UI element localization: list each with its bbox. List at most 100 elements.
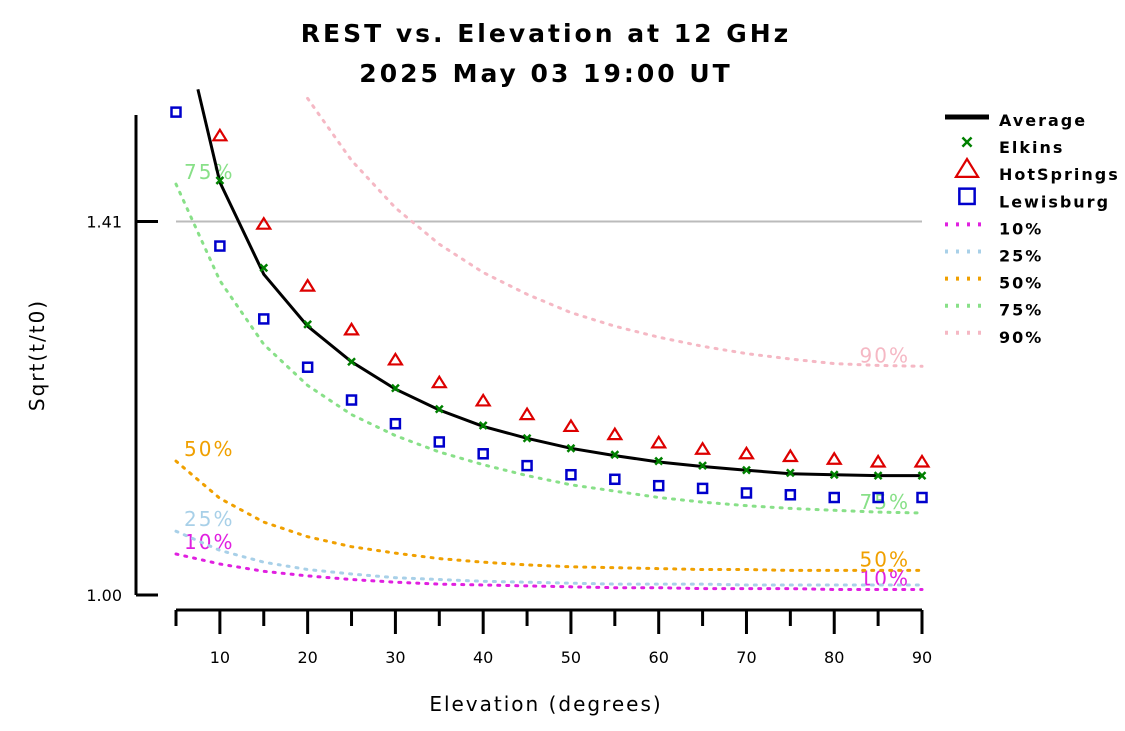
lewisburg-point bbox=[872, 491, 884, 504]
percentile-label-left: 50% bbox=[184, 437, 234, 461]
chart-subtitle: 2025 May 03 19:00 UT bbox=[359, 59, 732, 88]
lewisburg-point bbox=[433, 436, 446, 448]
legend-swatch bbox=[953, 156, 981, 178]
x-tick-label: 40 bbox=[473, 648, 493, 667]
percentile-curve bbox=[306, 96, 924, 368]
hotsprings-series bbox=[211, 127, 931, 468]
legend-swatch bbox=[958, 187, 976, 206]
elkins-point bbox=[742, 465, 751, 475]
elkins-point bbox=[566, 443, 576, 453]
percentile-label-left: 25% bbox=[184, 507, 234, 531]
elkins-point bbox=[215, 176, 225, 185]
elkins-point bbox=[917, 471, 927, 481]
legend-label: HotSprings bbox=[999, 165, 1120, 184]
lewisburg-point bbox=[652, 479, 665, 492]
hotsprings-point bbox=[474, 392, 492, 407]
elkins-point bbox=[654, 456, 664, 466]
legend-label: 75% bbox=[999, 301, 1043, 320]
percentile-label-left: 75% bbox=[184, 160, 234, 184]
legend-label: 50% bbox=[999, 274, 1043, 293]
legend-item-elkins: Elkins bbox=[961, 136, 1064, 157]
elkins-point bbox=[610, 450, 620, 460]
percentile-curve bbox=[174, 459, 924, 572]
lewisburg-point bbox=[214, 240, 226, 252]
hotsprings-point bbox=[518, 406, 536, 421]
hotsprings-point bbox=[299, 278, 317, 292]
hotsprings-point bbox=[606, 426, 624, 441]
hotsprings-point bbox=[650, 434, 668, 449]
hotsprings-point bbox=[430, 374, 448, 389]
elkins-series bbox=[215, 176, 927, 481]
percentile-75-group: 75% 75% bbox=[174, 160, 924, 515]
lewisburg-point bbox=[521, 459, 533, 472]
elkins-point bbox=[434, 404, 444, 414]
hotsprings-point bbox=[825, 451, 843, 465]
elkins-point bbox=[478, 421, 488, 430]
lewisburg-point bbox=[258, 313, 270, 325]
legend-label: Average bbox=[999, 111, 1087, 130]
x-tick-label: 30 bbox=[385, 648, 405, 667]
percentile-label-right: 50% bbox=[860, 547, 910, 571]
elkins-point bbox=[829, 470, 839, 480]
elkins-point bbox=[347, 357, 356, 367]
hotsprings-point bbox=[562, 418, 580, 433]
lewisburg-point bbox=[565, 468, 577, 481]
y-axis-label: Sqrt(t/t0) bbox=[25, 299, 49, 411]
lewisburg-point bbox=[828, 491, 840, 504]
hotsprings-point bbox=[386, 351, 404, 366]
lewisburg-series bbox=[170, 106, 928, 504]
legend-label: Lewisburg bbox=[999, 192, 1110, 211]
legend-item-75: 75% bbox=[945, 301, 1043, 320]
lewisburg-point bbox=[477, 448, 489, 460]
lewisburg-point bbox=[609, 473, 621, 486]
hotsprings-point bbox=[869, 453, 887, 468]
legend: Average Elkins HotSprings Lewisburg 10% 25% 50… bbox=[945, 111, 1120, 347]
percentile-50-group: 50% 50% bbox=[174, 437, 924, 572]
lewisburg-point bbox=[784, 489, 797, 501]
percentile-curve bbox=[174, 182, 924, 515]
x-tick-label: 20 bbox=[297, 648, 317, 667]
elkins-point bbox=[391, 383, 400, 393]
lewisburg-point bbox=[740, 487, 753, 499]
y-tick-label: 1.41 bbox=[86, 212, 122, 231]
legend-item-average: Average bbox=[945, 111, 1087, 130]
lewisburg-point bbox=[916, 491, 928, 504]
x-tick-label: 60 bbox=[649, 648, 669, 667]
hotsprings-point bbox=[343, 321, 361, 336]
average-curve bbox=[196, 88, 922, 478]
x-tick-label: 70 bbox=[736, 648, 756, 667]
x-tick-label: 80 bbox=[824, 648, 844, 667]
elkins-point bbox=[303, 320, 313, 329]
percentile-label-left: 10% bbox=[184, 530, 234, 554]
percentile-label-right: 75% bbox=[860, 490, 910, 514]
hotsprings-point bbox=[781, 448, 799, 463]
y-tick-label: 1.00 bbox=[86, 586, 122, 605]
legend-item-90: 90% bbox=[945, 328, 1043, 347]
x-tick-label: 10 bbox=[210, 648, 230, 667]
elkins-point bbox=[522, 433, 532, 443]
elkins-point bbox=[698, 461, 707, 471]
percentile-90-group: 90% bbox=[306, 96, 924, 368]
legend-item-25: 25% bbox=[945, 247, 1041, 266]
legend-item-hotsprings: HotSprings bbox=[953, 156, 1120, 184]
legend-swatch bbox=[961, 136, 973, 148]
hotsprings-point bbox=[694, 441, 712, 455]
hotsprings-point bbox=[737, 445, 755, 460]
lewisburg-point bbox=[389, 417, 402, 430]
lewisburg-point bbox=[301, 361, 314, 373]
percentile-curve bbox=[174, 552, 924, 591]
percentile-label-right: 90% bbox=[860, 343, 910, 367]
lewisburg-point bbox=[170, 106, 182, 118]
x-tick-label: 50 bbox=[561, 648, 581, 667]
hotsprings-point bbox=[211, 127, 229, 142]
legend-label: 90% bbox=[999, 328, 1043, 347]
x-tick-label: 90 bbox=[912, 648, 932, 667]
x-axis-label: Elevation (degrees) bbox=[429, 692, 662, 716]
hotsprings-point bbox=[255, 216, 273, 230]
legend-label: Elkins bbox=[999, 138, 1064, 157]
lewisburg-point bbox=[345, 394, 358, 406]
elkins-point bbox=[873, 471, 883, 481]
legend-item-10: 10% bbox=[945, 219, 1041, 238]
elkins-point bbox=[785, 468, 795, 478]
